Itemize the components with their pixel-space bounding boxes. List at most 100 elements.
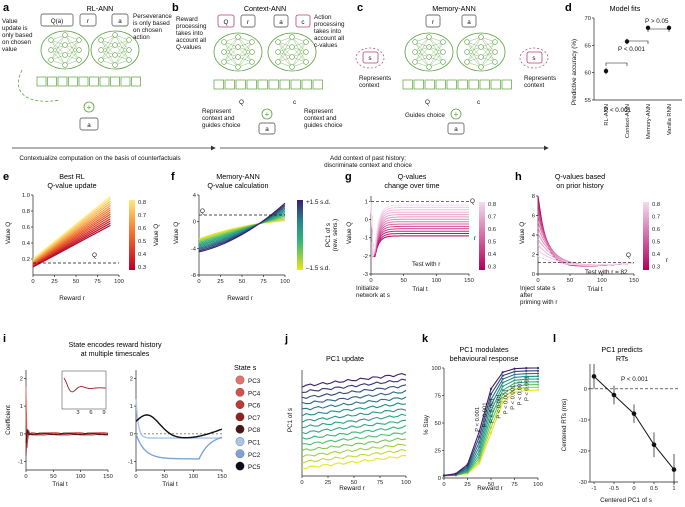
network-edge	[223, 46, 239, 63]
data-point	[501, 401, 504, 404]
x-axis-label: Trial t	[52, 481, 68, 488]
x-tick-label: 0	[197, 279, 200, 285]
memory-cell	[479, 79, 490, 90]
qinit-label: Q	[470, 198, 475, 205]
a-input-label: a	[279, 19, 283, 26]
network-node	[426, 54, 432, 60]
q-context-label: Q	[239, 99, 244, 106]
legend-swatch	[235, 375, 245, 385]
network-node	[440, 59, 446, 65]
y-tick-label: 0.2	[22, 257, 30, 263]
network-node	[62, 62, 68, 68]
significance-bracket	[647, 28, 670, 32]
legend-swatch	[235, 400, 245, 409]
series-line	[370, 201, 469, 257]
panel-label-k: k	[422, 333, 429, 345]
network-node	[464, 49, 470, 55]
network-node	[62, 42, 68, 48]
network-edge	[50, 34, 66, 51]
series-line	[537, 215, 635, 266]
memory-cells	[36, 76, 141, 87]
series-line	[135, 414, 223, 439]
legend-label: PC3	[248, 378, 261, 385]
q-input-label: Q	[224, 19, 229, 26]
colorbar-tick: 0.3	[488, 265, 496, 271]
q-input-box	[40, 13, 74, 27]
x-tick-label: 50	[50, 474, 56, 480]
series-line	[32, 211, 111, 264]
network-node	[221, 59, 227, 65]
data-point	[466, 465, 469, 468]
series-line	[301, 378, 407, 393]
network-edge	[223, 36, 239, 63]
c-input-box	[295, 14, 311, 28]
colorbar-ticks: 0.8 0.7 0.6 0.5 0.4 0.3	[488, 202, 497, 271]
network-edge	[466, 36, 482, 63]
panel-label-e: e	[3, 171, 9, 183]
y-tick-label: 1.0	[22, 193, 30, 199]
inset-box	[61, 370, 107, 410]
data-point	[478, 430, 481, 433]
data-point	[513, 382, 516, 385]
memory-cell	[257, 79, 268, 90]
y-tick-label: 0	[365, 218, 368, 224]
memory-cell	[468, 79, 479, 90]
significance-bracket	[626, 40, 649, 44]
series-line	[25, 412, 109, 449]
y-tick-label: -2	[363, 254, 368, 260]
network-edge	[100, 44, 116, 61]
series-line	[198, 210, 286, 247]
network-edge	[428, 41, 444, 68]
network-node	[275, 59, 281, 65]
inset-tick-label: 9	[102, 410, 105, 416]
legend-label: PC4	[248, 390, 261, 397]
network-edge	[291, 41, 307, 58]
panel-title-h: Q-values based on prior history	[555, 172, 605, 190]
category-label: Context-ANN	[625, 104, 631, 138]
network-icon	[213, 32, 263, 72]
memory-cell	[224, 79, 235, 90]
y-tick-label: 70	[585, 16, 591, 22]
series-line	[198, 215, 286, 243]
x-tick-label: 75	[260, 279, 266, 285]
x-tick-label: 25	[464, 482, 470, 488]
network-node	[426, 44, 432, 50]
legend-swatch	[235, 449, 245, 459]
left-note: Reward processing takes into account all Q-v…	[176, 16, 207, 51]
x-tick-label: 0	[442, 482, 445, 488]
network-edge	[480, 41, 496, 68]
series-line	[370, 201, 469, 258]
network-edge	[414, 36, 430, 63]
memory-cell	[490, 79, 501, 90]
memory-cell	[413, 79, 424, 90]
y-tick-label: 0.8	[22, 209, 30, 215]
p-value-label: P < 0.001	[503, 389, 509, 414]
network-edge	[114, 49, 130, 66]
network-icon	[404, 32, 454, 72]
data-point	[489, 387, 493, 390]
series-line	[370, 201, 469, 257]
state-right-label: s	[532, 55, 535, 62]
panel-c: c Memory-ANN r a s s Represents context R…	[355, 2, 556, 135]
network-node	[221, 39, 227, 45]
left-note: Value update is only based on chosen value	[2, 18, 33, 53]
series-line	[198, 216, 286, 242]
panel-g: g Q-values change over time 0 50 100 150 -3 -2…	[345, 171, 497, 299]
plot-j: 0 25 50 75 100	[300, 370, 411, 486]
init-note: Initialize network at s	[356, 285, 390, 299]
data-point	[591, 374, 597, 379]
y-tick-label: 1	[365, 199, 368, 205]
data-point	[501, 381, 504, 384]
network-node	[275, 49, 281, 55]
test-note: Test with r	[412, 261, 440, 268]
panel-label-j: j	[284, 333, 288, 345]
memory-cell	[446, 79, 457, 90]
data-point	[536, 386, 540, 389]
network-node	[440, 49, 446, 55]
network-edge	[428, 51, 444, 68]
r-input-label: r	[432, 19, 434, 26]
data-point	[489, 393, 493, 396]
legend-label: PC8	[248, 427, 261, 434]
qinit-label: Q	[200, 208, 205, 215]
data-point	[603, 68, 609, 74]
